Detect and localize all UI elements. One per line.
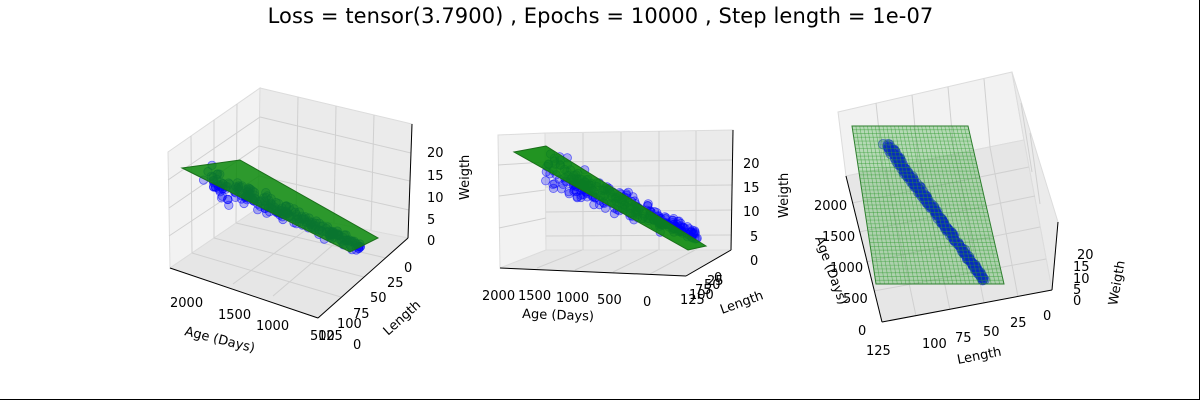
panel2-ztick: 0	[750, 254, 758, 269]
panel3-age-axis	[845, 175, 883, 323]
panel3-z-axis	[1051, 221, 1059, 291]
panel2-ztick: 5	[750, 230, 758, 245]
data-point	[548, 179, 558, 189]
panel3-xtick: 125	[866, 344, 891, 359]
subplot-3: 125 100 75 50 25 0 Length 2000 1500 1000…	[811, 71, 1129, 368]
data-point	[609, 209, 620, 219]
panel3-ztick: 5	[1073, 283, 1081, 298]
panel3-ytick: 1500	[822, 230, 855, 245]
figure-title: Loss = tensor(3.7900) , Epochs = 10000 ,…	[267, 4, 934, 28]
panel1-x-axis	[169, 267, 319, 319]
panel1-xtick: 1500	[218, 308, 251, 323]
panel1-ztick: 15	[427, 169, 444, 184]
panel2-xtick: 500	[597, 293, 622, 308]
panel3-ytick: 2000	[814, 199, 847, 214]
panel2-ytick: 0	[714, 271, 722, 286]
panel2-xlabel: Age (Days)	[522, 307, 594, 324]
panel1-xtick: 0	[353, 338, 361, 353]
panel2-ytick: 100	[689, 288, 714, 303]
panel1-z-axis	[407, 123, 413, 239]
panel3-xtick: 100	[922, 337, 947, 352]
panel2-ztick: 10	[743, 205, 760, 220]
panel2-zlabel: Weigth	[777, 173, 792, 218]
panel1-ytick: 100	[337, 317, 362, 332]
panel1-xtick: 1000	[256, 319, 289, 334]
panel2-ztick: 15	[743, 181, 760, 196]
panel1-xlabel: Age (Days)	[183, 324, 256, 356]
data-point	[217, 191, 227, 201]
data-point	[600, 203, 611, 213]
panel1-xtick: 500	[310, 329, 335, 344]
panel1-ztick: 5	[427, 213, 435, 228]
panel3-xtick: 75	[955, 331, 972, 346]
panel3-ytick: 0	[858, 324, 866, 339]
panel3-plane-mesh	[852, 125, 1004, 285]
panel3-ytick: 1000	[830, 261, 863, 276]
data-point	[564, 189, 574, 199]
panel2-xtick: 1000	[556, 291, 589, 306]
panel1-zlabel: Weigth	[458, 155, 473, 200]
panel1-ylabel: Length	[381, 298, 424, 339]
panel2-xtick: 1500	[518, 289, 551, 304]
panel3-zlabel: Weigth	[1106, 259, 1129, 306]
subplot-1: 2000 1500 1000 500 0 Age (Days) 0 25 50 …	[167, 87, 473, 356]
panel3-ztick: 20	[1077, 248, 1094, 263]
panel2-x-axis	[499, 267, 687, 277]
panel3-xlabel: Length	[956, 345, 1003, 368]
panel2-xtick: 2000	[482, 289, 515, 304]
panel3-ztick: 10	[1073, 272, 1090, 287]
panel2-fit-plane	[512, 145, 708, 251]
panel1-ztick: 0	[427, 234, 435, 249]
data-point	[686, 227, 696, 237]
panel3-length-axis	[881, 289, 1053, 323]
panel3-fit-plane	[851, 125, 1005, 285]
panel1-ytick: 50	[370, 291, 387, 306]
panel1-ytick: 125	[318, 329, 343, 344]
panel1-fit-plane	[180, 159, 380, 253]
panel2-ztick: 20	[743, 157, 760, 172]
panel1-xtick: 2000	[170, 296, 203, 311]
panel2-ylabel: Length	[718, 288, 765, 317]
panel2-y-axis	[685, 249, 732, 277]
panel1-y-axis	[317, 237, 409, 319]
panel1-ytick: 75	[353, 307, 370, 322]
panel3-xtick: 50	[983, 325, 1000, 340]
panel3-xtick: 25	[1010, 316, 1027, 331]
panel1-grid	[167, 96, 412, 298]
panel3-xtick: 0	[1043, 309, 1051, 324]
data-point	[688, 228, 699, 238]
panel1-ztick: 20	[427, 146, 444, 161]
subplot-2: 2000 1500 1000 500 0 Age (Days) 125 100 …	[482, 129, 792, 325]
panel2-ytick: 125	[680, 293, 705, 308]
panel2-ytick: 25	[707, 274, 724, 289]
data-point	[222, 194, 233, 204]
panel3-ztick: 0	[1073, 294, 1081, 309]
panel2-z-axis	[730, 129, 734, 251]
panel3-ytick: 500	[843, 292, 868, 307]
data-point	[541, 176, 551, 186]
panel3-ztick: 15	[1073, 260, 1090, 275]
panel1-ztick: 10	[427, 191, 444, 206]
panel2-ytick: 75	[695, 283, 712, 298]
panel2-ytick: 50	[704, 278, 721, 293]
panel1-ytick: 25	[387, 276, 404, 291]
panel1-ytick: 0	[404, 261, 412, 276]
panel2-xtick: 0	[643, 295, 651, 310]
